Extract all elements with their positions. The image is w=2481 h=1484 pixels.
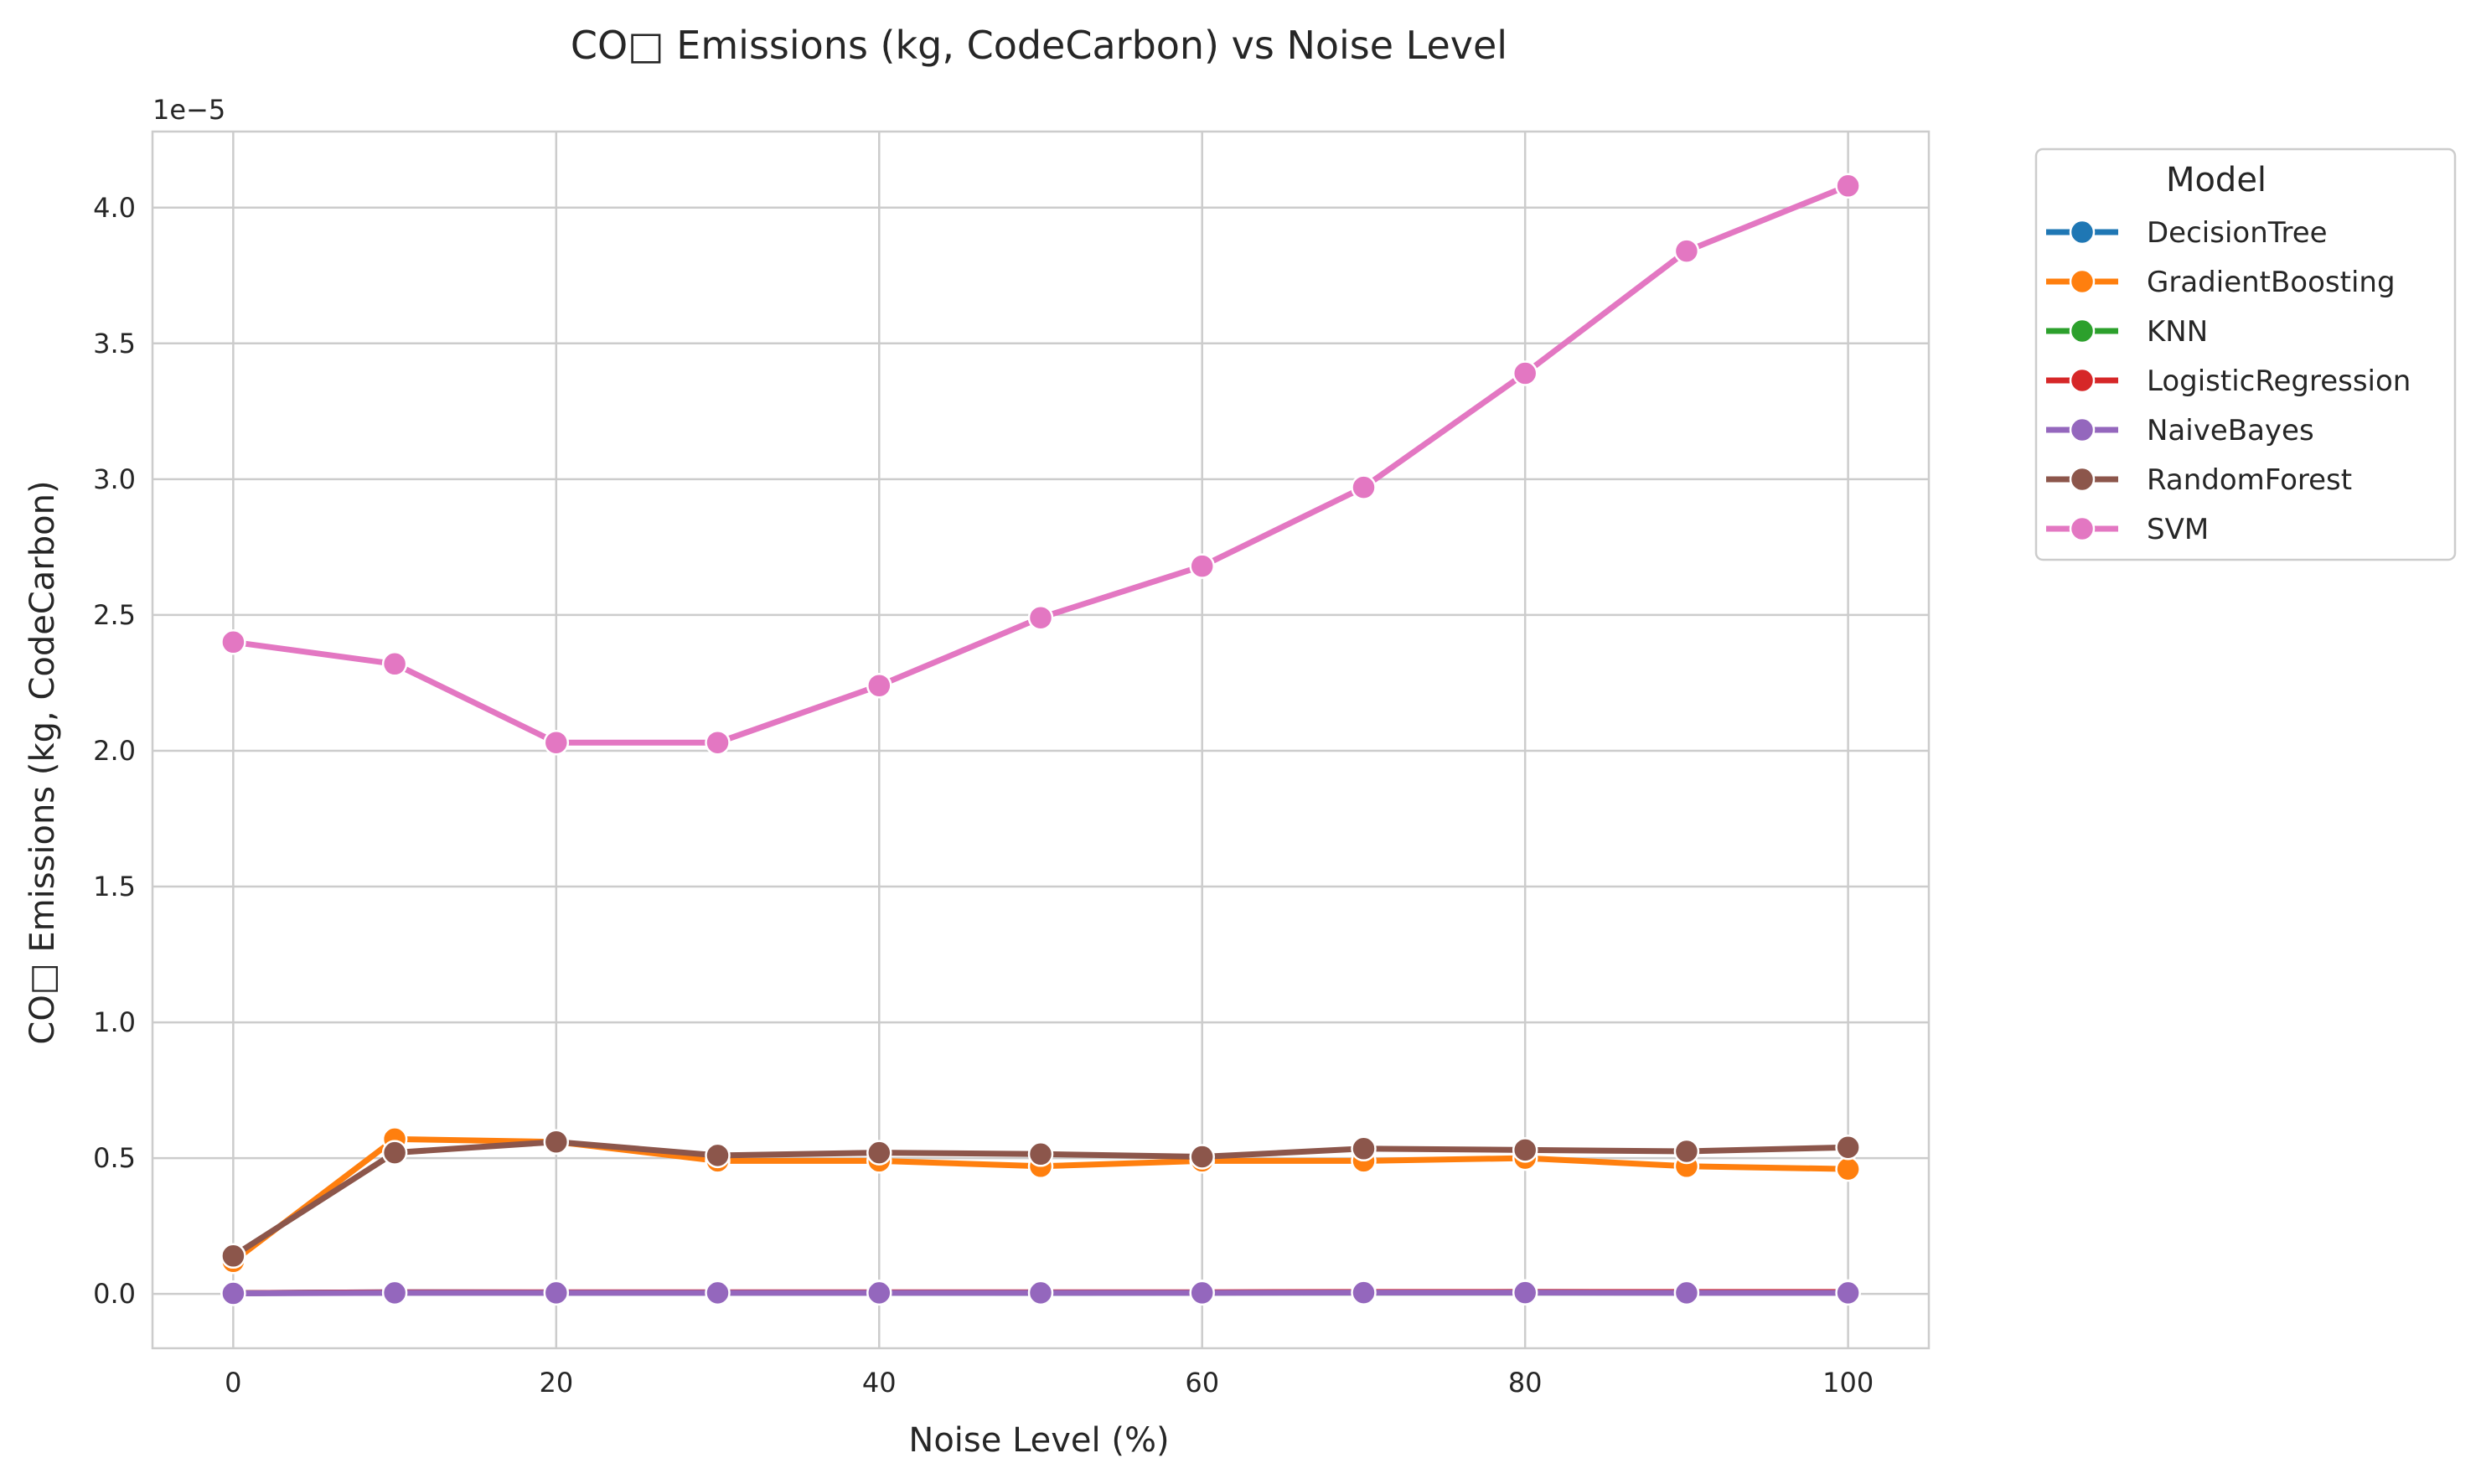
legend-swatch-marker — [2069, 318, 2096, 344]
series-randomforest — [220, 1129, 1861, 1269]
data-point-naivebayes — [1673, 1280, 1700, 1306]
x-tick-label: 20 — [539, 1367, 573, 1399]
data-point-svm — [1512, 360, 1538, 386]
legend-label: DecisionTree — [2147, 216, 2328, 250]
data-point-naivebayes — [1189, 1280, 1215, 1306]
data-point-randomforest — [543, 1129, 570, 1155]
legend-entry-randomforest: RandomForest — [2046, 463, 2352, 497]
legend-entry-logisticregression: LogisticRegression — [2046, 365, 2411, 398]
data-point-randomforest — [1512, 1137, 1538, 1163]
legend-title: Model — [2166, 161, 2266, 199]
data-point-naivebayes — [705, 1280, 731, 1306]
legend-label: GradientBoosting — [2147, 266, 2396, 299]
data-point-randomforest — [1351, 1135, 1377, 1162]
data-point-naivebayes — [1351, 1280, 1377, 1306]
data-point-svm — [543, 729, 570, 756]
legend-label: SVM — [2147, 513, 2209, 546]
data-point-svm — [705, 729, 731, 756]
legend-swatch-marker — [2069, 268, 2096, 295]
data-point-svm — [381, 651, 408, 677]
legend-swatch-marker — [2069, 416, 2096, 443]
data-point-randomforest — [1835, 1134, 1861, 1161]
data-point-svm — [220, 629, 246, 655]
data-point-svm — [1351, 474, 1377, 500]
chart-title: CO□ Emissions (kg, CodeCarbon) vs Noise … — [571, 23, 1507, 68]
data-point-naivebayes — [1835, 1280, 1861, 1306]
y-tick-label: 2.5 — [93, 599, 136, 631]
series-layer — [220, 173, 1861, 1306]
data-point-naivebayes — [543, 1280, 570, 1306]
y-tick-label: 1.5 — [93, 871, 136, 902]
y-tick-label: 3.0 — [93, 463, 136, 495]
y-offset-label: 1e−5 — [152, 94, 225, 126]
legend-swatch-marker — [2069, 466, 2096, 493]
y-tick-label: 0.5 — [93, 1142, 136, 1174]
y-tick-label: 3.5 — [93, 328, 136, 359]
legend-label: LogisticRegression — [2147, 365, 2411, 398]
legend-entry-decisiontree: DecisionTree — [2046, 216, 2328, 250]
x-axis-title: Noise Level (%) — [908, 1421, 1169, 1460]
y-tick-label: 4.0 — [93, 192, 136, 224]
x-tick-label: 60 — [1185, 1367, 1219, 1399]
x-tick-label: 40 — [862, 1367, 897, 1399]
legend-label: RandomForest — [2147, 463, 2352, 497]
legend-entry-svm: SVM — [2046, 513, 2209, 546]
data-point-randomforest — [866, 1140, 892, 1166]
data-point-randomforest — [705, 1142, 731, 1169]
series-naivebayes — [220, 1280, 1861, 1306]
x-tick-label: 80 — [1508, 1367, 1543, 1399]
legend-entry-naivebayes: NaiveBayes — [2046, 414, 2314, 447]
data-point-randomforest — [1027, 1141, 1054, 1167]
legend-swatch-marker — [2069, 367, 2096, 394]
data-point-naivebayes — [220, 1280, 246, 1306]
y-tick-label: 1.0 — [93, 1006, 136, 1038]
legend-swatch-marker — [2069, 219, 2096, 246]
data-point-svm — [1189, 553, 1215, 579]
series-svm — [220, 173, 1861, 756]
data-point-gradientboosting — [1835, 1156, 1861, 1182]
data-point-naivebayes — [866, 1280, 892, 1306]
plot-area-frame — [151, 130, 1931, 1350]
legend-entry-knn: KNN — [2046, 315, 2208, 349]
x-tick-label: 0 — [225, 1367, 241, 1399]
data-point-randomforest — [381, 1140, 408, 1166]
legend: Model DecisionTree GradientBoosting KNN Log… — [2034, 147, 2457, 561]
y-tick-label: 2.0 — [93, 735, 136, 767]
data-point-naivebayes — [1027, 1280, 1054, 1306]
data-point-randomforest — [1673, 1138, 1700, 1165]
legend-entries: DecisionTree GradientBoosting KNN LogisticR… — [2046, 216, 2411, 546]
x-tick-label: 100 — [1822, 1367, 1874, 1399]
data-point-randomforest — [220, 1243, 246, 1269]
y-axis-title: CO□ Emissions (kg, CodeCarbon) — [23, 480, 62, 1044]
y-tick-label: 0.0 — [93, 1278, 136, 1310]
legend-entry-gradientboosting: GradientBoosting — [2046, 266, 2396, 299]
legend-box — [2034, 147, 2457, 561]
legend-swatch-marker — [2069, 515, 2096, 542]
data-point-svm — [1835, 173, 1861, 199]
data-point-randomforest — [1189, 1144, 1215, 1170]
data-point-svm — [866, 672, 892, 699]
data-point-naivebayes — [1512, 1280, 1538, 1306]
data-point-svm — [1673, 238, 1700, 264]
data-point-svm — [1027, 604, 1054, 631]
data-point-naivebayes — [381, 1280, 408, 1306]
legend-label: KNN — [2147, 315, 2208, 349]
legend-label: NaiveBayes — [2147, 414, 2314, 447]
grid — [152, 132, 1929, 1348]
axis-ticks: 0 20 40 60 80 100 0.0 0.5 1.0 1.5 2.0 2.5 3.0 3.5 4.0 — [93, 192, 1874, 1399]
